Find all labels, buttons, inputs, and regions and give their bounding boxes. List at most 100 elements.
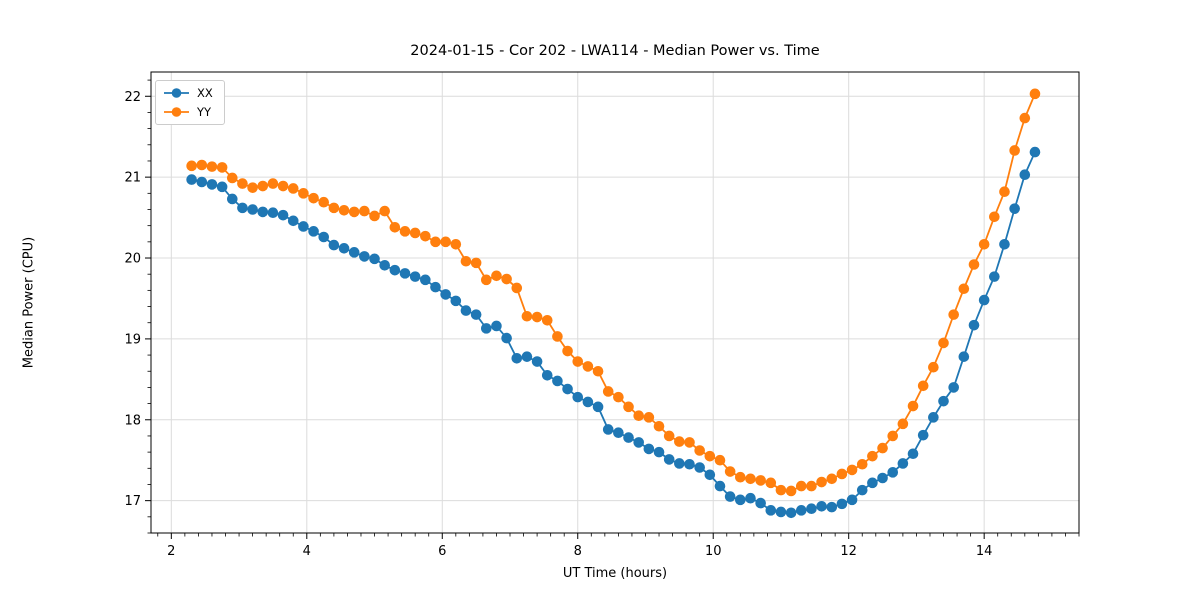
series-xx (186, 146, 1041, 519)
data-point (196, 176, 208, 188)
y-tick-label: 17 (124, 494, 141, 509)
data-point (816, 476, 827, 488)
data-point (633, 410, 645, 422)
data-point (755, 475, 766, 486)
data-point (917, 429, 929, 441)
data-point (714, 480, 726, 492)
data-point (338, 205, 350, 216)
data-point (938, 395, 949, 407)
data-point (379, 259, 390, 271)
data-point (562, 345, 573, 357)
data-point (704, 469, 716, 481)
data-point (531, 311, 543, 323)
data-point (877, 442, 888, 454)
data-point (684, 437, 695, 448)
data-point (887, 467, 899, 478)
data-point (277, 209, 289, 221)
data-point (216, 162, 228, 173)
data-point (745, 492, 756, 504)
data-point (694, 462, 705, 473)
data-point (511, 282, 523, 294)
axes-spines (150, 71, 1080, 534)
data-point (318, 196, 330, 208)
data-point (308, 226, 319, 237)
x-axis-label: UT Time (hours) (562, 566, 668, 581)
data-point (531, 356, 543, 367)
data-point (775, 506, 787, 518)
data-point (206, 179, 218, 190)
data-point (684, 458, 695, 470)
x-tick-label: 2 (167, 544, 175, 559)
data-point (206, 161, 218, 172)
data-point (226, 172, 238, 184)
data-point (501, 332, 512, 344)
data-point (328, 202, 340, 214)
data-point (247, 204, 258, 215)
data-point (1019, 169, 1031, 181)
data-point (958, 283, 970, 295)
data-point (674, 436, 685, 447)
data-point (856, 484, 868, 496)
data-point (948, 382, 959, 393)
data-point (867, 450, 878, 462)
data-point (907, 448, 919, 460)
data-point (318, 231, 330, 243)
series-xx-line (191, 151, 1036, 514)
data-point (430, 236, 441, 248)
ticks: 2 4 6 8 10 12 14 17 18 19 20 21 22 (124, 79, 1080, 559)
data-point (958, 351, 970, 362)
data-point (348, 247, 360, 258)
data-point (714, 454, 726, 466)
x-tick-label: 14 (976, 544, 993, 559)
data-point (592, 401, 604, 413)
grid (151, 72, 1079, 533)
data-point (491, 320, 502, 332)
data-point (541, 314, 553, 326)
data-point (287, 215, 299, 227)
data-point (348, 206, 360, 218)
data-point (694, 445, 705, 456)
legend-label-yy: YY (197, 105, 212, 119)
data-point (836, 498, 848, 510)
data-point (379, 205, 390, 217)
data-point (541, 369, 553, 381)
legend-label-xx: XX (197, 86, 213, 100)
data-point (450, 295, 462, 307)
data-point (735, 494, 746, 506)
data-point (846, 464, 858, 476)
data-point (836, 468, 848, 480)
legend-marker-yy-icon (164, 107, 189, 117)
data-point (795, 480, 807, 492)
data-point (267, 178, 279, 189)
data-point (887, 430, 899, 442)
data-point (826, 501, 838, 513)
legend-entry-xx: XX (163, 86, 224, 100)
data-point (1009, 145, 1020, 156)
data-point (613, 427, 624, 439)
data-point (511, 353, 523, 364)
data-point (775, 484, 787, 496)
data-point (1029, 88, 1041, 100)
data-point (928, 412, 939, 423)
x-tick-label: 6 (438, 544, 446, 559)
data-point (470, 309, 482, 320)
y-tick-label: 22 (124, 90, 141, 105)
data-point (369, 253, 380, 265)
data-point (999, 238, 1010, 250)
data-point (399, 226, 411, 237)
data-point (369, 210, 380, 222)
data-point (674, 458, 685, 469)
data-point (897, 418, 909, 430)
data-point (237, 202, 248, 214)
data-point (562, 383, 573, 395)
data-point (277, 180, 289, 192)
y-axis-label: Median Power (CPU) (21, 236, 37, 369)
data-point (938, 337, 949, 349)
data-point (186, 160, 197, 172)
data-point (267, 207, 279, 219)
data-point (643, 412, 655, 423)
data-point (999, 186, 1010, 197)
data-point (989, 211, 1000, 223)
